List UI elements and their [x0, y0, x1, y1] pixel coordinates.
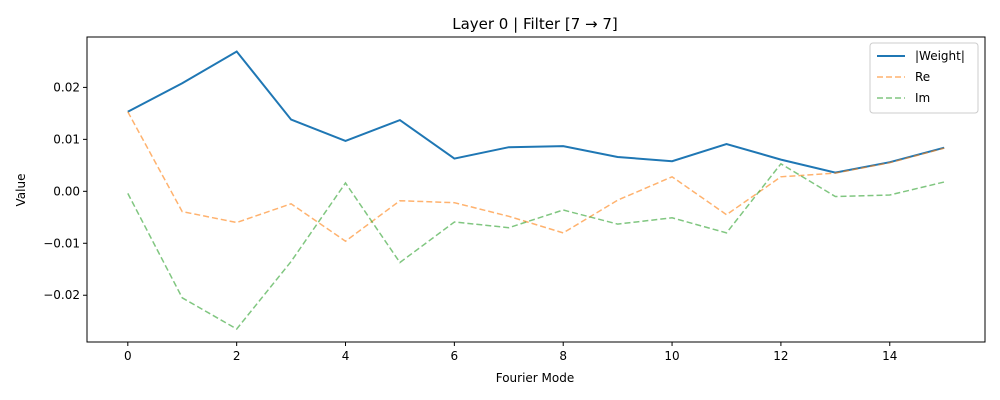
legend: |Weight| Re Im	[869, 42, 979, 114]
series-line-weight	[127, 50, 945, 174]
series-line-re	[127, 111, 945, 243]
y-axis-label: Value	[14, 174, 28, 207]
y-tick-label: 0.00	[53, 184, 80, 198]
y-tick-label: −0.02	[43, 288, 80, 302]
legend-label: Re	[915, 70, 930, 84]
x-tick-label: 6	[451, 349, 459, 363]
x-tick-label: 0	[124, 349, 132, 363]
legend-label: |Weight|	[915, 49, 965, 63]
x-tick-label: 14	[882, 349, 897, 363]
x-tick-label: 8	[559, 349, 567, 363]
plot-frame	[86, 36, 986, 343]
x-axis: 0 2 4 6 8 10 12 14	[124, 342, 897, 363]
y-tick-label: 0.02	[53, 80, 80, 94]
x-tick-label: 10	[664, 349, 679, 363]
x-tick-label: 4	[342, 349, 350, 363]
y-tick-label: 0.01	[53, 132, 80, 146]
y-axis: −0.02 −0.01 0.00 0.01 0.02	[43, 80, 87, 302]
x-tick-label: 12	[773, 349, 788, 363]
series-line-im	[127, 162, 945, 330]
legend-box	[869, 42, 979, 114]
x-axis-label: Fourier Mode	[496, 371, 575, 385]
legend-label: Im	[915, 91, 930, 105]
plot-lines	[127, 50, 945, 330]
x-tick-label: 2	[233, 349, 241, 363]
y-tick-label: −0.01	[43, 236, 80, 250]
chart-title: Layer 0 | Filter [7 → 7]	[452, 15, 618, 33]
